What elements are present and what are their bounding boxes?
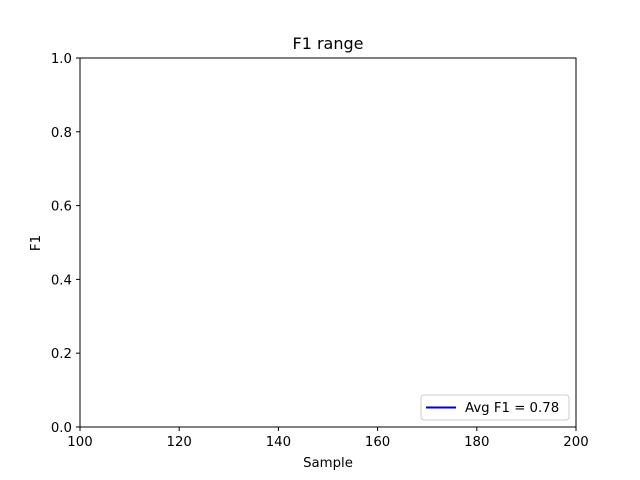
y-tick-label: 0.2 bbox=[51, 347, 72, 362]
y-tick-label: 0.6 bbox=[51, 200, 72, 215]
y-tick-label: 0.0 bbox=[51, 421, 72, 436]
legend: Avg F1 = 0.78 bbox=[420, 394, 570, 421]
x-tick-label: 120 bbox=[167, 435, 192, 450]
plot-area bbox=[80, 58, 576, 427]
x-tick-label: 180 bbox=[464, 435, 489, 450]
legend-entry-label: Avg F1 = 0.78 bbox=[465, 401, 559, 416]
y-tick-label: 0.8 bbox=[51, 126, 72, 141]
y-axis-label: F1 bbox=[29, 235, 44, 251]
legend-box bbox=[420, 394, 570, 421]
x-tick-label: 140 bbox=[266, 435, 291, 450]
x-tick-label: 160 bbox=[365, 435, 390, 450]
y-tick-label: 1.0 bbox=[51, 52, 72, 67]
y-axis-ticks: 0.0 0.2 0.4 0.6 0.8 1.0 bbox=[51, 52, 80, 436]
x-tick-label: 100 bbox=[67, 435, 92, 450]
y-tick-label: 0.4 bbox=[51, 273, 72, 288]
x-axis-ticks: 100 120 140 160 180 200 bbox=[67, 427, 589, 450]
chart-title: F1 range bbox=[293, 34, 364, 53]
plot-frame bbox=[79, 57, 577, 428]
x-axis-label: Sample bbox=[303, 456, 353, 471]
x-tick-label: 200 bbox=[563, 435, 588, 450]
